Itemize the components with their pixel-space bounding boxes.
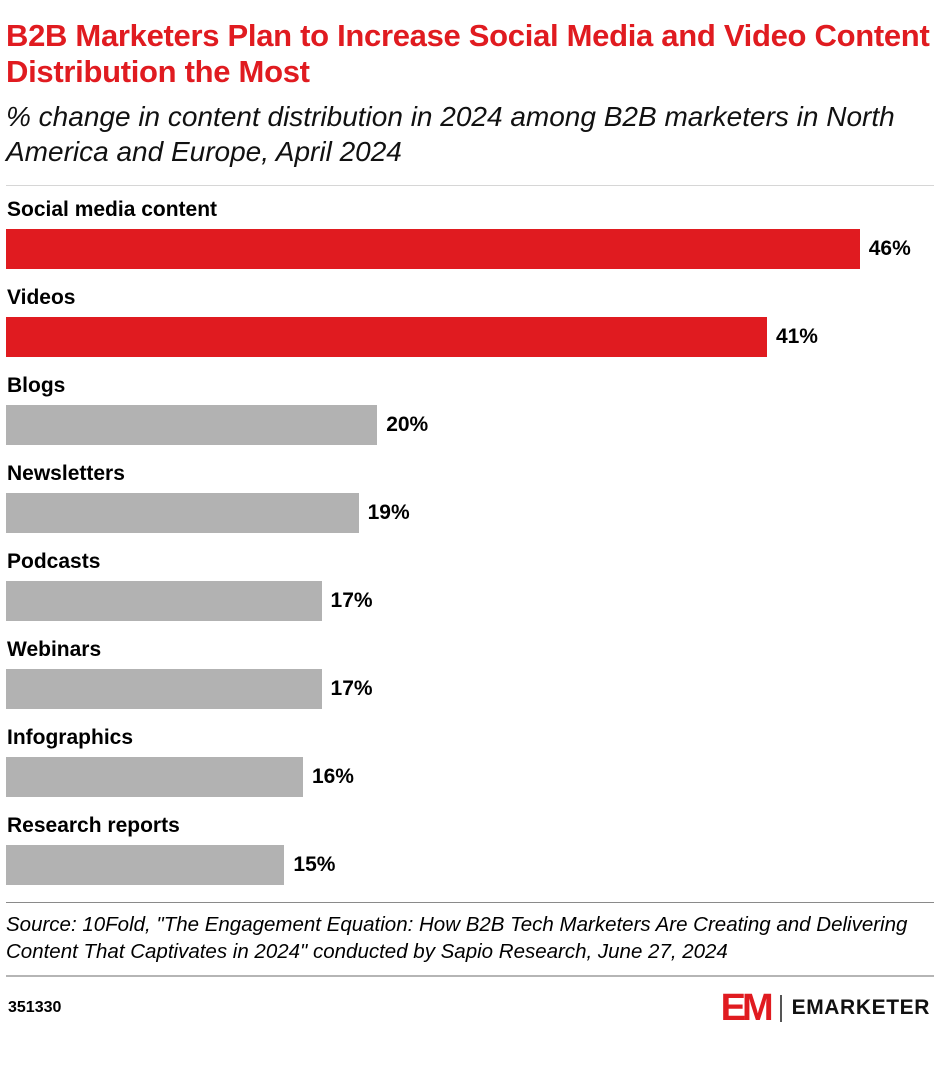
bar-track: 41% <box>6 317 934 358</box>
bar-track: 19% <box>6 493 934 534</box>
bar-value-label: 20% <box>386 413 429 437</box>
footer-bar: 351330 EM EMARKETER <box>6 975 934 1027</box>
bar-track: 20% <box>6 405 934 446</box>
bar-value-label: 17% <box>330 677 373 701</box>
bar-value-label: 41% <box>775 325 818 349</box>
source-note: Source: 10Fold, "The Engagement Equation… <box>6 902 934 975</box>
bar-row: Videos 41% <box>6 286 934 358</box>
header-divider <box>6 185 934 187</box>
bar-track: 16% <box>6 757 934 798</box>
bar-track: 15% <box>6 845 934 886</box>
logo-divider <box>779 994 782 1022</box>
bar <box>6 669 322 710</box>
chart-page: B2B Marketers Plan to Increase Social Me… <box>6 18 934 1027</box>
bar <box>6 845 285 886</box>
bar-row: Newsletters 19% <box>6 462 934 534</box>
bar-row: Infographics 16% <box>6 726 934 798</box>
bar-value-label: 19% <box>367 501 410 525</box>
bar-value-label: 16% <box>311 765 354 789</box>
bar <box>6 581 322 622</box>
bar-category-label: Videos <box>7 286 76 310</box>
bar-row: Research reports 15% <box>6 814 934 886</box>
emarketer-logo: EM EMARKETER <box>721 989 930 1027</box>
bar <box>6 405 378 446</box>
bar-value-label: 15% <box>293 853 336 877</box>
chart-id-number: 351330 <box>8 999 62 1017</box>
bar-category-label: Social media content <box>7 198 218 222</box>
bar-value-label: 46% <box>868 237 911 261</box>
bar-category-label: Webinars <box>7 638 102 662</box>
bar-category-label: Podcasts <box>7 550 101 574</box>
bar-row: Blogs 20% <box>6 374 934 446</box>
chart-title: B2B Marketers Plan to Increase Social Me… <box>6 18 930 90</box>
bar-category-label: Newsletters <box>7 462 125 486</box>
bar <box>6 317 767 358</box>
bar-chart: Social media content 46% Videos 41% Blogs 20%… <box>6 198 934 886</box>
bar-track: 17% <box>6 669 934 710</box>
emarketer-logo-text: EMARKETER <box>791 996 930 1020</box>
bar-row: Podcasts 17% <box>6 550 934 622</box>
bar-category-label: Infographics <box>7 726 134 750</box>
bar <box>6 757 303 798</box>
bar-category-label: Blogs <box>7 374 66 398</box>
chart-subtitle: % change in content distribution in 2024… <box>6 100 895 167</box>
bar-category-label: Research reports <box>7 814 180 838</box>
bar-value-label: 17% <box>330 589 373 613</box>
bar <box>6 493 359 534</box>
bar-track: 17% <box>6 581 934 622</box>
bar-row: Social media content 46% <box>6 198 934 270</box>
bar-row: Webinars 17% <box>6 638 934 710</box>
bar <box>6 229 860 270</box>
emarketer-logo-mark-icon: EM <box>720 987 774 1030</box>
bar-track: 46% <box>6 229 934 270</box>
